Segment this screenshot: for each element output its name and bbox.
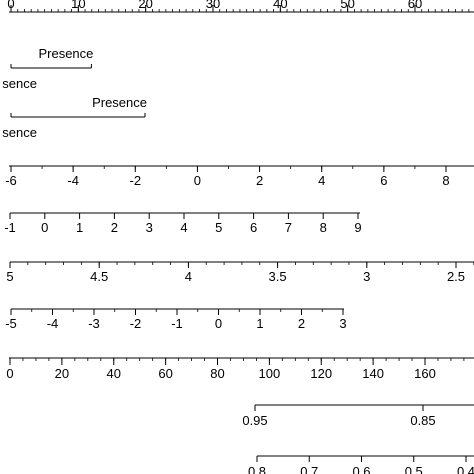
axis-9-tick-label: 0.7: [300, 464, 318, 474]
total-points-tick-label: 100: [259, 366, 281, 381]
points-tick-label: 60: [408, 0, 422, 11]
axis-3-tick-label: -4: [67, 173, 79, 188]
axis-3-tick-label: 4: [318, 173, 325, 188]
axis-8-tick-label: 0.85: [410, 413, 435, 428]
axis-5-tick-label: 4.5: [90, 269, 108, 284]
axis-4-tick-label: 6: [250, 220, 257, 235]
axis-6-tick-label: -4: [47, 316, 59, 331]
axis-4-tick-label: 5: [215, 220, 222, 235]
axis-9-tick-label: 0.4: [457, 464, 474, 474]
axis-6-tick-label: -1: [171, 316, 183, 331]
binary-1-level-label-1: Presence: [38, 46, 93, 61]
binary-2-level-label-0: sence: [2, 125, 37, 140]
axis-4-tick-label: 0: [41, 220, 48, 235]
axis-5-tick-label: 4: [185, 269, 192, 284]
axis-6-tick-label: -3: [88, 316, 100, 331]
total-points-tick-label: 120: [310, 366, 332, 381]
binary-2-level-label-1: Presence: [92, 95, 147, 110]
axis-9-tick-label: 0.8: [248, 464, 266, 474]
total-points-tick-label: 20: [55, 366, 69, 381]
axis-6-tick-label: 0: [215, 316, 222, 331]
total-points-tick-label: 80: [210, 366, 224, 381]
total-points-tick-label: 140: [362, 366, 384, 381]
axis-8-tick-label: 0.95: [242, 413, 267, 428]
axis-4-tick-label: 4: [180, 220, 187, 235]
axis-3-tick-label: -2: [130, 173, 142, 188]
points-tick-label: 50: [340, 0, 354, 11]
axis-6-tick-label: 2: [298, 316, 305, 331]
axis-6-tick-label: 1: [256, 316, 263, 331]
axis-4-tick-label: 8: [320, 220, 327, 235]
axis-5-tick-label: 2.5: [447, 269, 465, 284]
axis-3-tick-label: 2: [256, 173, 263, 188]
total-points-tick-label: 60: [158, 366, 172, 381]
axis-5-tick-label: 5: [6, 269, 13, 284]
total-points-tick-label: 160: [414, 366, 436, 381]
total-points-tick-label: 40: [107, 366, 121, 381]
axis-6-tick-label: 3: [339, 316, 346, 331]
axis-3-tick-label: 0: [194, 173, 201, 188]
axis-4-tick-label: 2: [111, 220, 118, 235]
axis-3-tick-label: -6: [5, 173, 17, 188]
binary-1-level-label-0: sence: [2, 76, 37, 91]
axis-9-tick-label: 0.5: [405, 464, 423, 474]
axis-4-tick-label: 9: [354, 220, 361, 235]
axis-3-tick-label: 8: [442, 173, 449, 188]
points-tick-label: 0: [7, 0, 14, 11]
axis-5-tick-label: 3: [363, 269, 370, 284]
axis-4-tick-label: 7: [285, 220, 292, 235]
axis-4-tick-label: 3: [146, 220, 153, 235]
points-tick-label: 40: [273, 0, 287, 11]
axis-4-tick-label: -1: [4, 220, 16, 235]
points-tick-label: 10: [71, 0, 85, 11]
axis-6-tick-label: -5: [5, 316, 17, 331]
axis-9-tick-label: 0.6: [352, 464, 370, 474]
axis-4-tick-label: 1: [76, 220, 83, 235]
total-points-tick-label: 0: [6, 366, 13, 381]
axis-5-tick-label: 3.5: [269, 269, 287, 284]
axis-6-tick-label: -2: [130, 316, 142, 331]
points-tick-label: 20: [138, 0, 152, 11]
axis-3-tick-label: 6: [380, 173, 387, 188]
points-tick-label: 30: [206, 0, 220, 11]
